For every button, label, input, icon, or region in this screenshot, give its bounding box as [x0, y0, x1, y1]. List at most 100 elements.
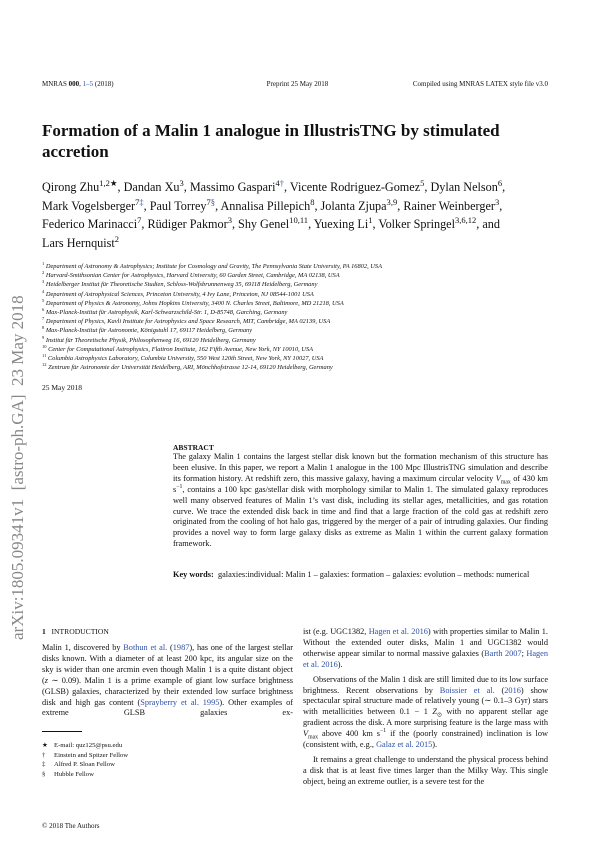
text-run: ( — [494, 685, 505, 695]
paragraph: Malin 1, discovered by Bothun et al. (19… — [42, 643, 293, 719]
abstract-heading: ABSTRACT — [173, 443, 214, 452]
authors: Qirong Zhu1,2★, Dandan Xu3, Massimo Gasp… — [42, 178, 512, 252]
text-run: , — [79, 80, 83, 88]
affiliation-text: Department of Physics & Astronomy, Johns… — [45, 299, 344, 307]
text-run: 2 — [114, 233, 120, 244]
text-run: , Annalisa Pillepich — [215, 198, 311, 213]
affiliation-text: Institut für Theoretische Physik, Philos… — [45, 336, 256, 344]
footnote: † Einstein and Spitzer Fellow — [42, 751, 128, 761]
text-run: max — [500, 479, 511, 486]
text-run: z — [44, 675, 48, 685]
text-run: , Federico Marinacci — [42, 198, 503, 232]
footnote-text: Einstein and Spitzer Fellow — [54, 751, 129, 759]
text-run: 5 — [420, 177, 425, 188]
footnote-mark: † — [42, 751, 46, 759]
header-center: Preprint 25 May 2018 — [266, 80, 329, 88]
date: 25 May 2018 — [42, 383, 82, 392]
footnote-text: Alfred P. Sloan Fellow — [54, 761, 115, 768]
text-run: (2018) — [93, 80, 114, 88]
paragraph: Observations of the Malin 1 disk are sti… — [303, 675, 548, 751]
affiliation-number: 5 — [42, 297, 45, 303]
link: Sprayberry et al. 1995 — [140, 697, 220, 707]
text-run: , Rainer Weinberger — [397, 198, 495, 213]
footnote-mark: § — [42, 770, 46, 778]
text-run: ⊙ — [437, 713, 442, 719]
text-run: Observations of the Malin 1 disk are sti… — [303, 674, 548, 695]
text-run: ; — [521, 648, 527, 658]
paragraph: It remains a great challenge to understa… — [303, 755, 548, 788]
affiliation: 3 Heidelberger Institut für Theoretische… — [42, 280, 542, 289]
footnote: ★ E-mail: quz125@psu.edu — [42, 741, 128, 751]
link: 2016 — [504, 685, 521, 695]
affiliation: 11 Columbia Astrophysics Laboratory, Col… — [42, 352, 542, 363]
affiliation-number: 11 — [42, 352, 47, 358]
affiliation-number: 10 — [42, 343, 47, 349]
link: Galaz et al. 2015 — [376, 740, 433, 750]
text-run: 7 — [137, 214, 142, 225]
affiliation: 2 Harvard-Smithsonian Center for Astroph… — [42, 270, 542, 280]
text-run: 8 — [310, 196, 315, 207]
footnote: ‡ Alfred P. Sloan Fellow — [42, 760, 128, 770]
text-run: ). — [432, 740, 438, 750]
affiliation-number: 1 — [42, 260, 45, 266]
affiliation: 4 Department of Astrophysical Sciences, … — [42, 288, 542, 299]
link: † — [279, 177, 284, 188]
text-run: 3,9 — [386, 196, 398, 207]
affiliation-text: Columbia Astrophysics Laboratory, Columb… — [47, 355, 324, 363]
copyright: © 2018 The Authors — [42, 822, 100, 830]
affiliation-text: Center for Computational Astrophysics, F… — [48, 345, 314, 353]
link: Boissier et al. — [439, 685, 495, 695]
affiliation-number: 12 — [42, 362, 47, 368]
text-run: −1 — [176, 483, 183, 490]
text-run: ( — [167, 643, 173, 652]
abstract: The galaxy Malin 1 contains the largest … — [173, 452, 548, 550]
affiliation-text: Zentrum für Astronomie der Universität H… — [48, 364, 333, 372]
affiliation-number: 6 — [42, 306, 45, 312]
text-run: Qirong Zhu — [42, 180, 100, 194]
text-run: with no apparent stellar age gradient ac… — [303, 707, 548, 728]
affiliation-number: 3 — [42, 279, 45, 285]
text-run: , Dylan Nelson — [424, 180, 498, 194]
text-run: , contains a 100 kpc gas/stellar disk wi… — [173, 484, 548, 549]
section-heading: 1 INTRODUCTION — [42, 627, 109, 636]
text-run: ), has one of the largest stellar disks … — [42, 643, 293, 685]
text-run: if the (poorly constrained) inclination … — [303, 729, 548, 750]
text-run: −1 — [380, 728, 387, 735]
text-run: , Massimo Gaspari — [183, 180, 276, 194]
link: ‡ — [139, 196, 144, 207]
title: Formation of a Malin 1 analogue in Illus… — [42, 121, 500, 161]
affiliation-number: 4 — [42, 288, 45, 294]
paragraph: ist (e.g. UGC1382, Hagen et al. 2016) wi… — [303, 627, 548, 671]
text-run: ) show spectacular spiral structure made… — [303, 685, 548, 717]
affiliation: 12 Zentrum für Astronomie der Universitä… — [42, 362, 542, 372]
text-run: 10,11 — [289, 214, 309, 225]
text-run: V — [303, 729, 309, 739]
text-run: , and Lars Hernquist — [42, 217, 500, 250]
text-run: 7 — [135, 196, 140, 207]
text-run: , Dandan Xu — [117, 180, 180, 194]
footnote-rule — [42, 731, 82, 732]
affiliation-number: 2 — [42, 270, 45, 276]
text-run: , Mark Vogelsberger — [42, 180, 506, 213]
text-run: MNRAS — [42, 80, 69, 88]
affiliation-text: Heidelberger Institut für Theoretische S… — [45, 281, 318, 289]
affiliation: 8 Max-Planck-Institut für Astronomie, Kö… — [42, 326, 542, 335]
keywords-label: Key words: — [173, 570, 214, 579]
affiliations: 1 Department of Astronomy & Astrophysics… — [42, 260, 542, 372]
footnote-mark: ‡ — [42, 761, 46, 768]
text-run: 1 — [368, 214, 373, 225]
keywords: Key words: galaxies:individual: Malin 1 … — [173, 570, 548, 581]
text-run: 3 — [179, 177, 184, 188]
arxiv-id: arXiv:1805.09341v1 [astro-ph.GA] 23 May … — [8, 295, 27, 640]
link: Hagen et al. 2016 — [303, 648, 548, 669]
text-run: ) with properties similar to Malin 1. Wi… — [303, 627, 548, 658]
footnote-mark: ★ — [42, 742, 48, 749]
text-run: above 400 km s — [318, 729, 380, 739]
affiliation: 6 Max-Planck-Institut für Astrophysik, K… — [42, 306, 542, 317]
text-run: , Jolanta Zjupa — [314, 198, 387, 213]
header-left: MNRAS 000, 1–5 (2018) — [42, 80, 114, 88]
affiliation-number: 8 — [42, 325, 45, 331]
text-run: Z — [432, 707, 438, 717]
text-run: 7 — [206, 196, 211, 207]
